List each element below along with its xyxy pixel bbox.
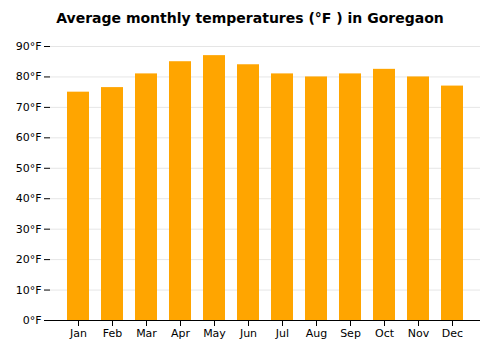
svg-text:Jan: Jan — [69, 327, 87, 340]
svg-text:Aug: Aug — [306, 327, 327, 340]
svg-text:Feb: Feb — [103, 327, 122, 340]
svg-text:Sep: Sep — [340, 327, 361, 340]
svg-text:10°F: 10°F — [16, 284, 42, 297]
svg-text:Dec: Dec — [442, 327, 463, 340]
svg-text:60°F: 60°F — [16, 131, 42, 144]
svg-text:50°F: 50°F — [16, 162, 42, 175]
svg-text:70°F: 70°F — [16, 101, 42, 114]
svg-text:0°F: 0°F — [23, 314, 42, 327]
svg-text:90°F: 90°F — [16, 40, 42, 53]
svg-text:Nov: Nov — [408, 327, 430, 340]
svg-text:Apr: Apr — [171, 327, 191, 340]
svg-text:Jun: Jun — [239, 327, 257, 340]
svg-text:Jul: Jul — [275, 327, 289, 340]
svg-text:Oct: Oct — [375, 327, 395, 340]
svg-text:80°F: 80°F — [16, 70, 42, 83]
svg-text:40°F: 40°F — [16, 192, 42, 205]
svg-text:30°F: 30°F — [16, 223, 42, 236]
html-text:Average monthly temperatures (: Average monthly temperatures (°F ) in Go… — [56, 10, 444, 26]
svg-text:Mar: Mar — [136, 327, 157, 340]
svg-text:20°F: 20°F — [16, 253, 42, 266]
svg-text:May: May — [203, 327, 226, 340]
